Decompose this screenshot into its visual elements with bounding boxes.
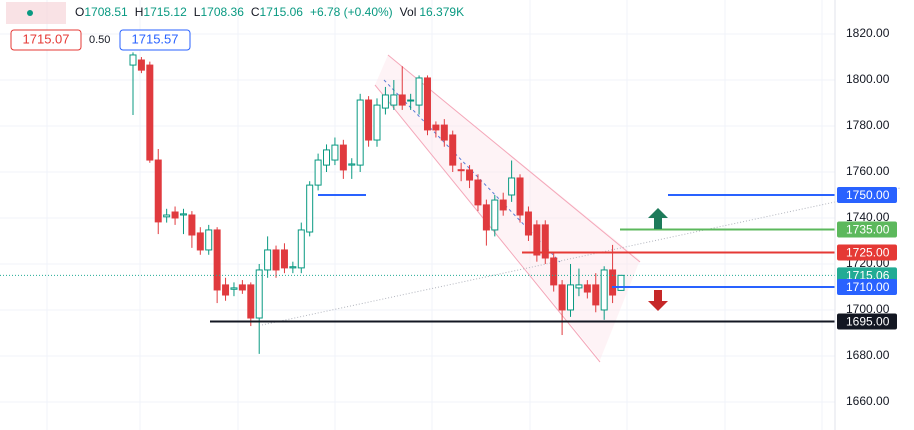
candle-body <box>196 232 204 251</box>
price-label: 1710.00 <box>846 280 890 294</box>
candle-body <box>524 211 532 236</box>
candle-body <box>171 211 179 219</box>
header-item: 16.379K <box>419 5 464 19</box>
candle-body <box>247 284 255 319</box>
price-label-box <box>837 186 897 203</box>
price-label: 1750.00 <box>846 188 890 202</box>
candle-body <box>331 144 339 161</box>
candle-body <box>398 94 406 106</box>
y-tick-label: 1660.00 <box>846 394 890 408</box>
candle-body <box>238 284 246 291</box>
candle-body <box>222 284 230 296</box>
candle-body <box>617 274 625 291</box>
candle-body <box>482 204 490 231</box>
candle-body <box>137 59 145 71</box>
candle-body <box>230 287 238 290</box>
header-item: O <box>75 5 84 19</box>
candle-body <box>179 213 187 216</box>
candle-body <box>583 284 591 293</box>
header-item: +6.78 (+0.40%) <box>310 5 393 19</box>
candle-body <box>457 169 465 172</box>
candle-body <box>255 269 263 319</box>
price-label: 1735.00 <box>846 223 890 237</box>
y-tick-label: 1740.00 <box>846 210 890 224</box>
candle-body <box>381 94 389 109</box>
header-item: Vol <box>400 5 417 19</box>
candle-body <box>541 224 549 259</box>
header-item: H <box>135 5 144 19</box>
candle-body <box>188 214 196 236</box>
down-arrow <box>648 290 668 311</box>
candle-body <box>508 177 516 196</box>
candle-body <box>474 179 482 206</box>
candle-body <box>499 199 507 211</box>
candle-body <box>407 99 415 102</box>
candle-body <box>600 269 608 311</box>
candle-body <box>314 159 322 186</box>
candle-body <box>348 163 356 166</box>
price-label-box <box>837 313 897 330</box>
header-item: 1708.51 <box>84 5 128 19</box>
header-item: C <box>251 5 260 19</box>
candle-body <box>432 124 440 131</box>
candle-body <box>567 284 575 311</box>
candle-body <box>609 269 617 296</box>
candle-body <box>449 134 457 166</box>
candle-body <box>297 229 305 269</box>
candle-body <box>466 169 474 181</box>
y-tick-label: 1800.00 <box>846 72 890 86</box>
header-item: 1715.06 <box>260 5 304 19</box>
candle-body <box>289 266 297 269</box>
price-label: 1725.00 <box>846 246 890 260</box>
candle-body <box>154 159 162 223</box>
candle-body <box>323 149 331 166</box>
candle-body <box>373 104 381 141</box>
price-label-box <box>837 244 897 261</box>
candle-body <box>163 214 171 218</box>
y-tick-label: 1700.00 <box>846 302 890 316</box>
up-arrow <box>648 208 668 229</box>
candle-body <box>533 224 541 256</box>
candle-body <box>365 99 373 141</box>
y-tick-label: 1680.00 <box>846 348 890 362</box>
header-item: L <box>194 5 201 19</box>
candle-body <box>356 99 364 166</box>
candle-body <box>440 124 448 141</box>
price-label-box <box>837 278 897 295</box>
header-icons <box>6 2 66 24</box>
y-tick-label: 1760.00 <box>846 164 890 178</box>
candle-body <box>272 249 280 271</box>
candle-body <box>129 54 137 66</box>
candle-body <box>146 64 154 161</box>
candle-body <box>550 257 558 286</box>
candle-body <box>592 284 600 306</box>
price-label-box <box>837 221 897 238</box>
candle-body <box>423 77 431 131</box>
sell-price[interactable]: 1715.07 <box>23 31 70 46</box>
spread: 0.50 <box>89 34 110 46</box>
candle-body <box>205 229 213 251</box>
candle-body <box>415 77 423 106</box>
candle-body <box>280 249 288 269</box>
candle-body <box>339 144 347 171</box>
y-tick-label: 1780.00 <box>846 118 890 132</box>
candle-body <box>558 284 566 311</box>
candle-body <box>264 249 272 271</box>
price-label: 1695.00 <box>846 315 890 329</box>
candle-body <box>575 284 583 289</box>
y-tick-label: 1820.00 <box>846 26 890 40</box>
header-item: 1708.36 <box>200 5 244 19</box>
candle-body <box>306 184 314 233</box>
buy-price[interactable]: 1715.57 <box>132 31 179 46</box>
order-boxes: 1715.07 0.50 1715.57 <box>10 29 191 51</box>
candle-body <box>390 94 398 106</box>
candle-body <box>516 177 524 216</box>
candle-body <box>491 199 499 231</box>
header: O1708.51 H1715.12 L1708.36 C1715.06 +6.78 (+… <box>6 2 464 24</box>
candle-body <box>213 229 221 291</box>
header-item: 1715.12 <box>143 5 187 19</box>
